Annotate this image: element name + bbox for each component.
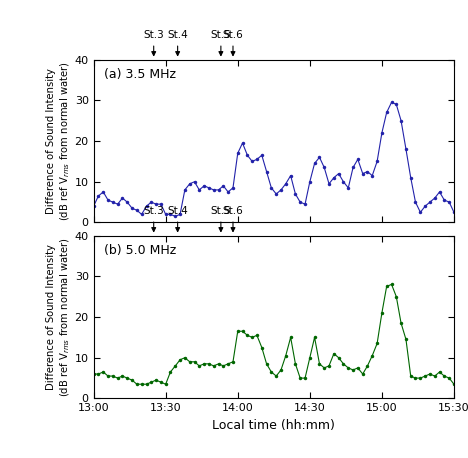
X-axis label: Local time (hh:mm): Local time (hh:mm) [212,419,335,432]
Y-axis label: Difference of Sound Intensity
(dB ref V$_{rms}$ from normal water): Difference of Sound Intensity (dB ref V$… [46,237,72,397]
Text: St.4: St.4 [167,30,188,40]
Text: St.3: St.3 [143,206,164,216]
Text: St.5: St.5 [211,30,231,40]
Text: St.3: St.3 [143,30,164,40]
Text: (a) 3.5 MHz: (a) 3.5 MHz [104,68,176,81]
Text: St.4: St.4 [167,206,188,216]
Text: (b) 5.0 MHz: (b) 5.0 MHz [104,244,176,256]
Text: St.5: St.5 [211,206,231,216]
Text: St.6: St.6 [223,30,243,40]
Text: St.6: St.6 [223,206,243,216]
Y-axis label: Difference of Sound Intensity
(dB ref V$_{rms}$ from normal water): Difference of Sound Intensity (dB ref V$… [46,61,72,221]
